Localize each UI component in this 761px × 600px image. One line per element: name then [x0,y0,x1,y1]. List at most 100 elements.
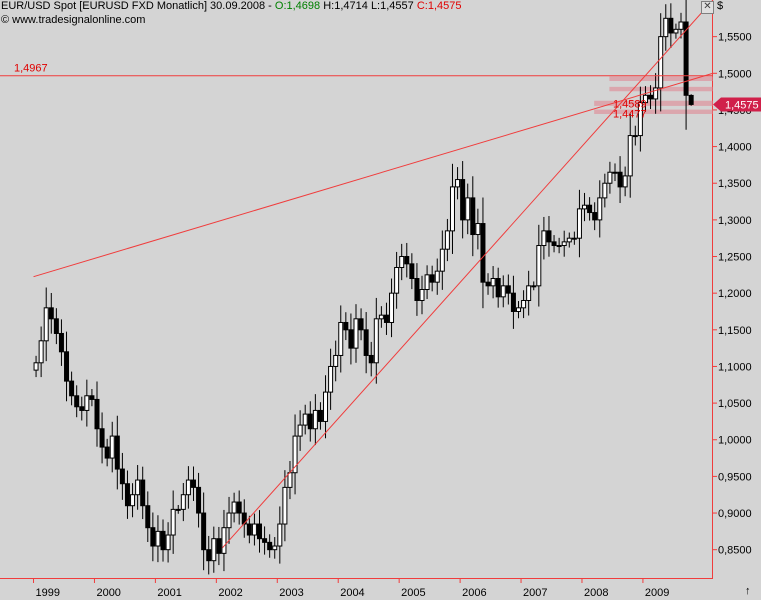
candle-up [292,435,298,474]
candle-down [668,17,674,34]
x-tick-label: 2007 [523,587,547,599]
candle-down [145,505,151,529]
candle-down [216,538,222,554]
candle-up [521,299,527,309]
candle-up [434,270,440,283]
x-tick-label: 2006 [462,587,486,599]
candle-up [653,87,659,100]
candle-up [394,267,400,294]
low-value: L:1,4557 [370,0,414,12]
x-tick-label: 2003 [279,587,303,599]
candle-down [683,21,689,96]
scroll-up-icon[interactable]: ↑ [745,585,751,597]
candle-up [33,362,39,371]
x-tick-label: 2008 [584,587,608,599]
candle-down [79,406,85,411]
candle-down [48,307,54,320]
y-tick-label: 0,9000 [718,508,752,520]
trendline-resistance [33,72,714,278]
candle-down [587,204,593,214]
candle-up [389,292,395,323]
plot-area[interactable] [0,0,713,579]
candle-down [404,256,410,265]
chart-title: EUR/USD Spot [EURUSD FXD Monatlich] 30.0… [1,0,275,12]
candle-up [43,307,49,342]
candle-down [648,94,654,100]
candle-down [495,278,501,298]
candle-down [140,479,146,507]
y-tick-label: 1,2500 [718,252,752,264]
candle-down [58,332,64,353]
candle-up [175,508,181,511]
candle-down [196,486,202,514]
candle-up [378,314,384,320]
y-tick-label: 1,1500 [718,325,752,337]
candle-up [180,494,186,510]
candle-up [287,472,293,488]
trendline-support [222,0,714,549]
candle-up [500,285,506,298]
candle-down [510,292,516,312]
candle-up [424,274,430,290]
candle-up [84,395,90,411]
candle-up [571,237,577,240]
candle-down [114,435,120,470]
candle-down [64,351,70,382]
candle-down [53,318,59,334]
candle-up [338,321,344,356]
candle-down [257,523,263,540]
candle-down [246,523,252,536]
candle-down [363,329,369,356]
candle-down [343,321,349,331]
y-tick-label: 1,2000 [718,288,752,300]
candle-down [307,413,313,430]
y-tick-label: 1,0500 [718,398,752,410]
x-tick-label: 2004 [340,587,364,599]
y-tick-label: 1,1000 [718,361,752,373]
candle-up [465,197,471,221]
candle-down [69,380,75,397]
candle-up [135,479,141,496]
candle-up [333,354,339,367]
y-tick-label: 1,5000 [718,68,752,80]
copyright-notice: © www.tradesignalonline.com [1,14,146,26]
candle-up [226,512,232,529]
candle-down [429,274,435,283]
candle-down [688,94,694,105]
candle-up [632,135,638,138]
candle-up [130,494,136,507]
candle-down [150,527,156,547]
close-button[interactable]: ✕ [701,1,714,14]
candle-down [592,212,598,221]
candle-down [267,541,273,551]
candle-down [74,395,80,408]
candle-up [328,365,334,393]
y-tick-label: 0,9500 [718,471,752,483]
candle-up [399,256,405,269]
candle-up [515,307,521,312]
candle-up [312,409,318,430]
candle-down [89,395,95,400]
candle-down [546,230,552,243]
last-price-label: 1,4575 [725,99,759,111]
y-tick-label: 1,0000 [718,435,752,447]
candle-down [124,483,130,507]
candle-up [663,17,669,38]
band-label: 1,4477 [613,109,647,121]
candle-up [642,94,648,104]
candle-up [251,523,257,536]
candle-up [576,208,582,239]
candle-up [155,530,161,547]
candle-up [419,289,425,301]
candle-up [297,424,303,437]
candle-up [353,318,359,349]
candle-up [556,245,562,248]
candle-up [231,501,237,514]
candle-up [561,241,567,247]
candle-up [597,197,603,221]
candle-up [582,204,588,210]
x-tick-label: 2002 [218,587,242,599]
candle-down [262,538,268,543]
